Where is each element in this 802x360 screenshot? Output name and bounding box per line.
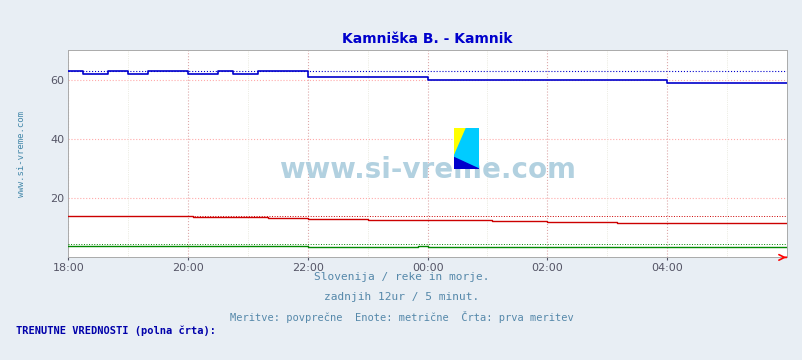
Text: zadnjih 12ur / 5 minut.: zadnjih 12ur / 5 minut. — [323, 292, 479, 302]
Polygon shape — [453, 128, 466, 157]
Text: Meritve: povprečne  Enote: metrične  Črta: prva meritev: Meritve: povprečne Enote: metrične Črta:… — [229, 311, 573, 323]
Text: www.si-vreme.com: www.si-vreme.com — [279, 157, 575, 184]
Title: Kamniška B. - Kamnik: Kamniška B. - Kamnik — [342, 32, 512, 46]
Text: TRENUTNE VREDNOSTI (polna črta):: TRENUTNE VREDNOSTI (polna črta): — [16, 326, 216, 336]
Text: Slovenija / reke in morje.: Slovenija / reke in morje. — [314, 272, 488, 282]
Text: www.si-vreme.com: www.si-vreme.com — [17, 111, 26, 197]
Polygon shape — [453, 157, 479, 169]
Polygon shape — [453, 128, 479, 169]
